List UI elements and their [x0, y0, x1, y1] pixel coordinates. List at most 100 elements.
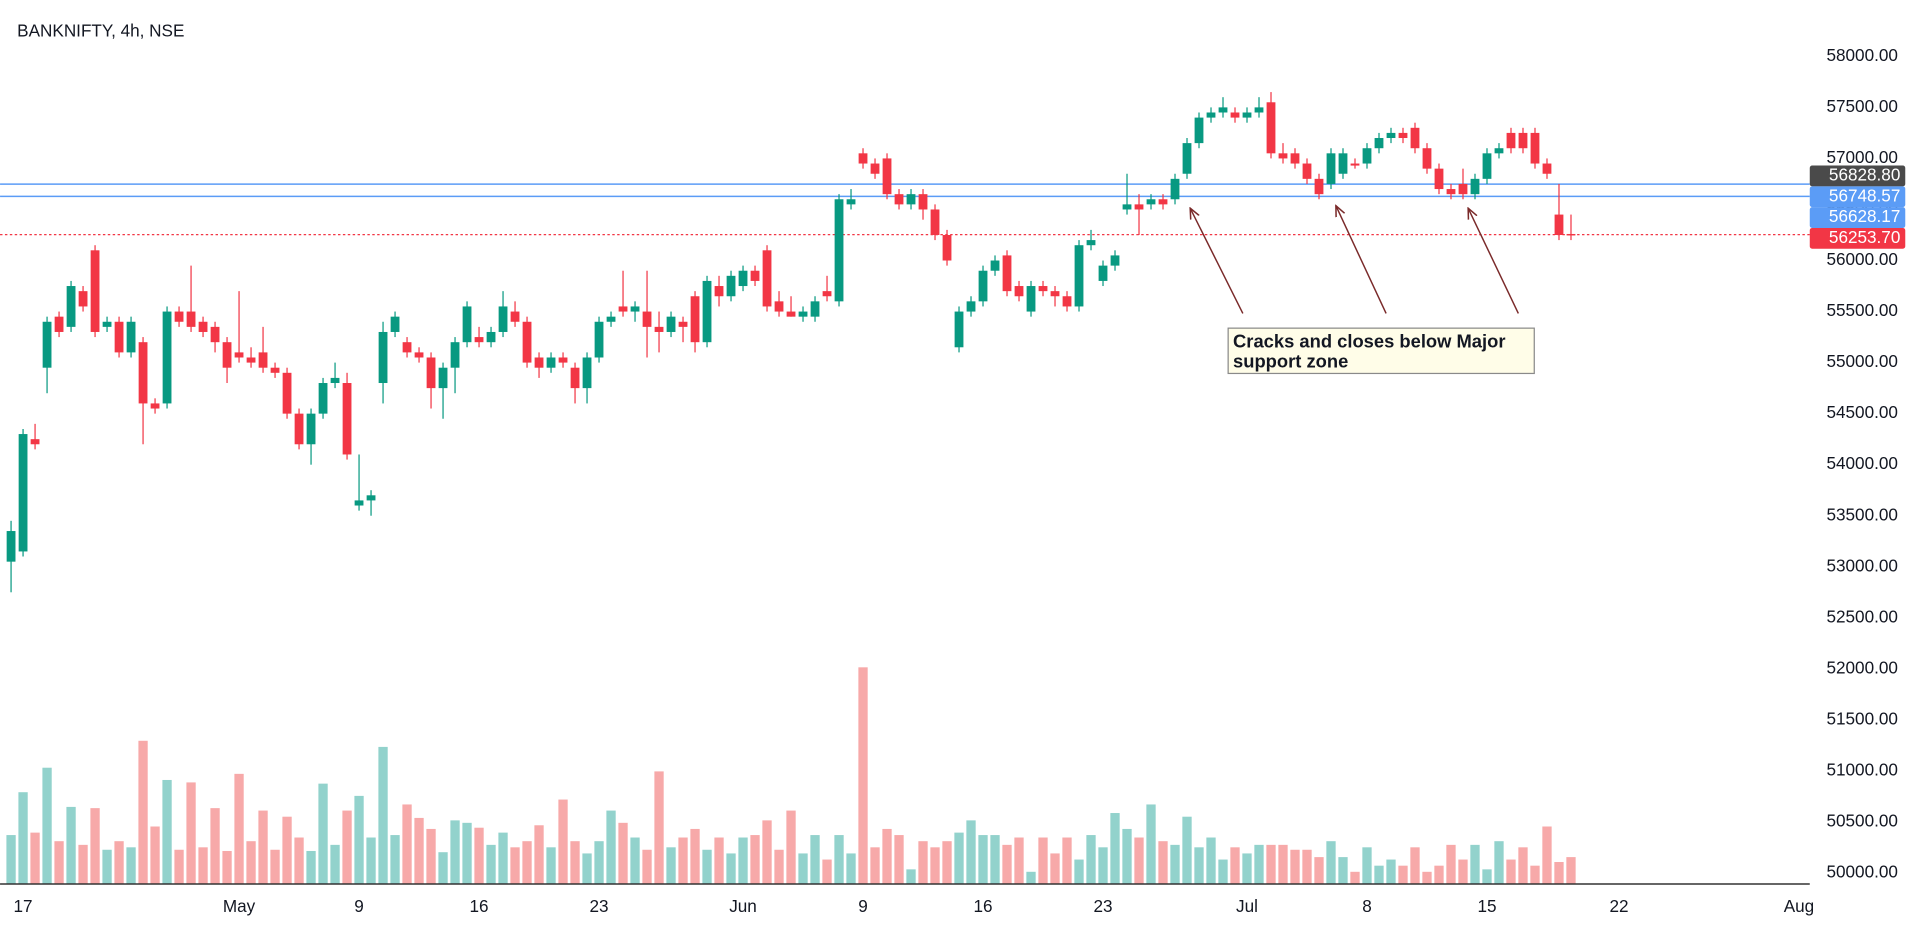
candle-body: [618, 306, 628, 312]
volume-bar: [18, 792, 28, 885]
volume-bar: [678, 837, 688, 885]
volume-bar: [330, 844, 340, 885]
volume-bar: [1050, 853, 1060, 885]
chart-title: BANKNIFTY, 4h, NSE: [17, 20, 184, 40]
candle-body: [438, 367, 448, 389]
candle-body: [6, 531, 16, 562]
volume-bar: [318, 783, 328, 885]
volume-bar: [1506, 859, 1516, 885]
candle-body: [654, 326, 664, 332]
price-label: 56828.80: [1829, 164, 1900, 184]
volume-bar: [426, 828, 436, 885]
volume-bar: [798, 853, 808, 885]
volume-bar: [114, 841, 124, 885]
volume-bar: [1362, 847, 1372, 885]
volume-bar: [222, 850, 232, 885]
volume-bar: [1518, 847, 1528, 885]
candle-body: [1362, 148, 1372, 164]
volume-bar: [726, 853, 736, 885]
candle-body: [1242, 112, 1252, 118]
volume-bar: [618, 822, 628, 885]
candle-body: [1302, 163, 1312, 179]
candle-body: [1050, 291, 1060, 297]
y-tick-label: 50000.00: [1826, 862, 1897, 882]
y-tick-label: 50500.00: [1826, 811, 1897, 831]
candle-body: [1314, 178, 1324, 195]
candle-body: [30, 439, 40, 445]
volume-bar: [474, 827, 484, 885]
volume-bar: [1386, 859, 1396, 885]
price-axis: 50000.00 50500.00 51000.00 51500.00 52000.00…: [1809, 45, 1906, 882]
candle-body: [954, 311, 964, 348]
candle-body: [1350, 163, 1360, 166]
annotation-box: [1227, 327, 1535, 375]
candle-body: [126, 321, 136, 353]
candle-body: [1134, 204, 1144, 210]
y-tick-label: 52500.00: [1826, 606, 1897, 626]
candle-body: [18, 434, 28, 552]
volume-bar: [1062, 837, 1072, 885]
candle-body: [426, 357, 436, 389]
volume-bar: [510, 847, 520, 885]
volume-bar: [438, 852, 448, 885]
volume-bar: [1170, 844, 1180, 885]
volume-bar: [1566, 857, 1576, 885]
y-tick-label: 54500.00: [1826, 402, 1897, 422]
candle-body: [1482, 153, 1492, 179]
price-label-box: [1809, 165, 1906, 187]
volume-bar: [1038, 837, 1048, 885]
candle-body: [522, 321, 532, 363]
volume-bar: [234, 773, 244, 885]
candle-body: [822, 291, 832, 297]
candle-body: [1410, 127, 1420, 149]
volume-bar: [1422, 871, 1432, 885]
candle-body: [90, 250, 100, 332]
volume-bar: [1206, 837, 1216, 885]
volume-bar: [66, 806, 76, 885]
annotation-text: Cracks and closes below Major: [1233, 331, 1505, 352]
plot-area: [0, 92, 1810, 885]
volume-bar: [810, 835, 820, 885]
candle-body: [1206, 112, 1216, 118]
candle-body: [690, 296, 700, 343]
candle-body: [846, 199, 856, 205]
candle-body: [726, 275, 736, 297]
volume-bar: [54, 841, 64, 885]
x-tick-label: Jul: [1236, 896, 1258, 916]
candle-body: [354, 500, 364, 506]
candle-body: [1374, 138, 1384, 149]
candle-body: [402, 342, 412, 353]
volume-bar: [198, 847, 208, 885]
volume-bar: [1290, 849, 1300, 885]
candle-body: [1122, 204, 1132, 210]
volume-bar: [690, 828, 700, 885]
candle-body: [198, 321, 208, 332]
candle-body: [678, 321, 688, 327]
volume-bar: [1434, 865, 1444, 885]
candle-body: [1494, 148, 1504, 154]
volume-bar: [762, 820, 772, 885]
candle-body: [1146, 199, 1156, 205]
volume-bar: [582, 853, 592, 885]
candle-body: [630, 306, 640, 312]
volume-bar: [30, 832, 40, 885]
volume-bar: [1266, 844, 1276, 885]
candle-body: [450, 342, 460, 368]
candle-body: [750, 270, 760, 281]
candle-body: [1098, 265, 1108, 281]
volume-bar: [1242, 853, 1252, 885]
volume-bar: [42, 767, 52, 885]
volume-bar: [954, 832, 964, 885]
candle-body: [702, 280, 712, 343]
volume-bar: [630, 837, 640, 885]
volume-bar: [1314, 857, 1324, 885]
volume-bar: [174, 849, 184, 885]
volume-bar: [126, 847, 136, 885]
candle-body: [582, 357, 592, 389]
volume-bar: [1134, 837, 1144, 885]
volume-bar: [1086, 835, 1096, 885]
volume-bar: [1338, 857, 1348, 885]
candle-body: [1002, 255, 1012, 292]
candle-body: [546, 357, 556, 368]
candle-body: [642, 311, 652, 327]
